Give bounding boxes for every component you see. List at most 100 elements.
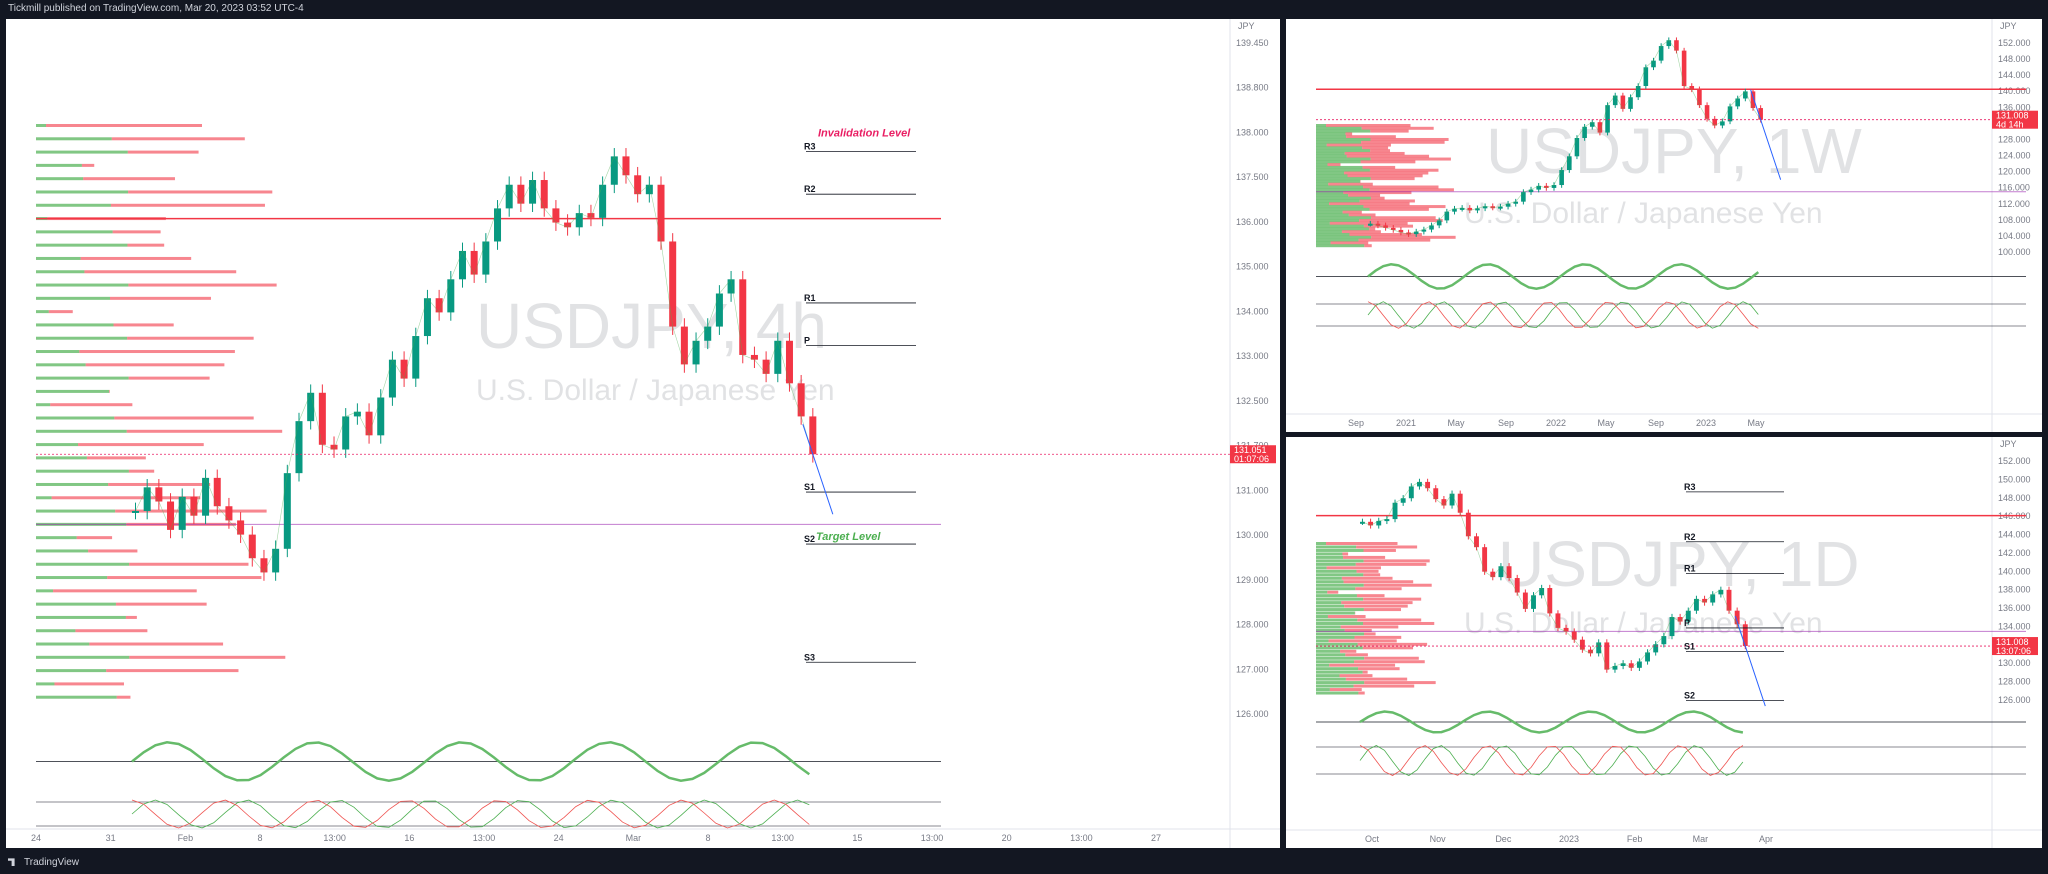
volume-profile-down-bar — [112, 230, 161, 234]
candle-body — [610, 156, 618, 185]
candle-body — [1513, 201, 1519, 204]
volume-profile-down-bar — [1363, 224, 1414, 228]
volume-profile-up-bar — [36, 695, 117, 699]
candle-body — [1697, 89, 1702, 106]
volume-profile-up-bar — [1316, 196, 1371, 200]
trend-line-segment — [485, 208, 498, 242]
price-tick-label: 134.000 — [1998, 621, 2031, 631]
volume-profile-down-bar — [85, 363, 225, 367]
time-tick-label: 8 — [257, 833, 262, 843]
volume-profile-down-bar — [1363, 205, 1446, 209]
chart-svg-1w[interactable]: JPY 152.000 148.000 144.000 140.000 136.00013… — [1286, 19, 2042, 432]
time-tick-label: 13:00 — [323, 833, 346, 843]
candle-body — [1498, 206, 1503, 209]
volume-profile-down-bar — [128, 469, 155, 473]
candle-body — [353, 411, 361, 417]
candle-body — [342, 416, 350, 450]
target-label: Target Level — [816, 531, 881, 543]
time-tick-label: 16 — [404, 833, 414, 843]
trend-line-segment — [765, 340, 779, 374]
price-tick-label: 100.000 — [1998, 247, 2031, 257]
volume-profile-down-bar — [1330, 241, 1369, 245]
pivot-level-label: S3 — [804, 652, 815, 662]
price-tick-label: 144.000 — [1998, 70, 2031, 80]
candle-body — [1474, 536, 1479, 548]
candle-body — [739, 279, 747, 355]
time-tick-label: Mar — [1693, 834, 1709, 844]
volume-profile-down-bar — [129, 655, 286, 659]
volume-profile-down-bar — [1342, 210, 1362, 214]
trend-line-segment — [1468, 536, 1477, 548]
volume-profile-down-bar — [1356, 545, 1418, 549]
candle-body — [1563, 627, 1569, 632]
volume-profile-up-bar — [1316, 199, 1360, 203]
candle-body — [669, 241, 677, 327]
volume-profile-down-bar — [1357, 642, 1428, 646]
volume-profile-down-bar — [1327, 163, 1341, 167]
candle-body — [1720, 121, 1725, 126]
volume-profile-up-bar — [36, 682, 55, 686]
trend-line-segment — [1419, 481, 1428, 489]
volume-profile-up-bar — [1316, 160, 1361, 164]
pivot-level-label: S1 — [804, 482, 815, 492]
trend-line-segment — [1459, 512, 1469, 537]
volume-profile-up-bar — [36, 589, 54, 593]
time-tick-label: Feb — [178, 833, 194, 843]
volume-profile-down-bar — [1357, 618, 1422, 622]
volume-profile-up-bar — [1316, 179, 1361, 183]
volume-profile-down-bar — [1356, 569, 1379, 573]
time-tick-label: Sep — [1348, 418, 1364, 428]
trend-line-segment — [1614, 662, 1624, 667]
time-tick-label: 13:00 — [473, 833, 496, 843]
candle-body — [1360, 521, 1365, 524]
volume-profile-down-bar — [1370, 137, 1449, 141]
trend-line-segment — [1411, 481, 1420, 487]
price-tick-label: 135.000 — [1236, 262, 1269, 272]
chart-panel-1d[interactable]: USDJPY, 1D U.S. Dollar / Japanese Yen JP… — [1286, 437, 2042, 848]
volume-profile-up-bar — [1316, 552, 1343, 556]
volume-profile-up-bar — [1316, 628, 1345, 632]
time-tick-label: Dec — [1495, 834, 1512, 844]
volume-profile-down-bar — [1361, 140, 1445, 144]
candle-body — [1702, 598, 1708, 603]
candle-body — [645, 184, 653, 195]
volume-profile-down-bar — [1370, 157, 1451, 161]
candle-body — [272, 548, 280, 573]
trend-line-segment — [625, 175, 638, 195]
candle-body — [750, 354, 758, 360]
candle-body — [622, 156, 630, 176]
trend-line-segment — [497, 184, 510, 209]
time-tick-label: 31 — [106, 833, 116, 843]
trend-line-segment — [567, 212, 580, 228]
volume-profile-up-bar — [36, 270, 85, 274]
candle-body — [1636, 661, 1642, 668]
trend-line-segment — [322, 444, 335, 450]
volume-profile-down-bar — [1341, 601, 1413, 605]
candle-body — [1653, 644, 1659, 653]
pivot-level-label: R3 — [1684, 482, 1696, 492]
trend-line-segment — [1557, 627, 1567, 632]
price-tick-label: 132.500 — [1236, 396, 1269, 406]
candle-body — [132, 510, 140, 513]
trend-line-segment — [730, 279, 744, 355]
price-timer-text: 13:07:06 — [1996, 646, 2031, 656]
trend-line-segment — [1462, 207, 1470, 211]
trend-line-segment — [193, 477, 206, 516]
chart-panel-1w[interactable]: USDJPY, 1W U.S. Dollar / Japanese Yen JP… — [1286, 19, 2042, 432]
candle-body — [1452, 208, 1457, 212]
chart-panel-4h[interactable]: USDJPY, 4h U.S. Dollar / Japanese Yen JP… — [6, 19, 1280, 848]
volume-profile-down-bar — [79, 350, 235, 354]
price-tick-label: 108.000 — [1998, 215, 2031, 225]
candle-body — [447, 279, 455, 313]
trend-line-segment — [1630, 85, 1639, 98]
stoch-k-line — [1359, 745, 1744, 776]
chart-svg-4h[interactable]: JPY 139.450 138.800 138.000 137.500 136.000 13… — [6, 19, 1280, 848]
candle-body — [1521, 192, 1526, 202]
volume-profile-up-bar — [1316, 154, 1347, 158]
trend-line-segment — [415, 298, 428, 337]
price-tick-label: 136.000 — [1998, 603, 2031, 613]
chart-svg-1d[interactable]: JPY152.000150.000148.000146.000144.00014… — [1286, 437, 2042, 848]
volume-profile-down-bar — [1346, 135, 1396, 139]
trend-line-segment — [1508, 577, 1518, 593]
footer-bar: TradingView — [0, 852, 2048, 874]
